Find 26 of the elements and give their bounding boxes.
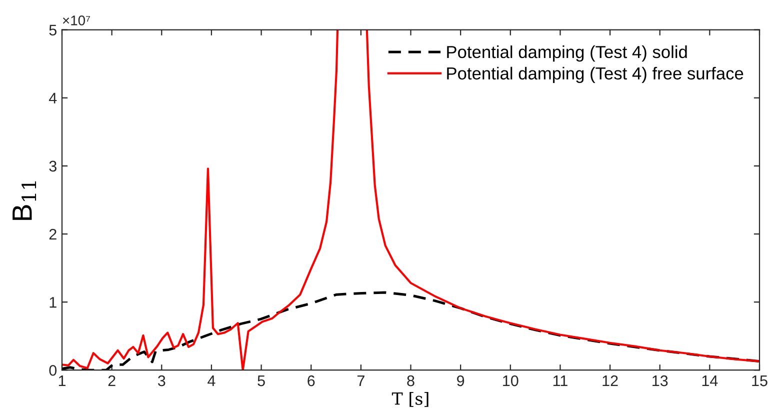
x-tick-label: 7 (357, 376, 364, 386)
x-tick-label: 5 (258, 376, 265, 386)
legend-label: Potential damping (Test 4) free surface (447, 66, 744, 84)
y-tick-label: 0 (49, 364, 57, 376)
x-tick-label: 12 (602, 375, 618, 386)
y-tick-label: 3 (49, 160, 56, 172)
x-tick-label: 9 (457, 375, 464, 386)
legend-label: Potential damping (Test 4) solid (447, 45, 687, 62)
x-tick-label: 3 (158, 375, 166, 386)
x-axis-title: T [s] (392, 392, 428, 407)
x-tick-label: 6 (308, 375, 315, 386)
x-tick-label: 11 (553, 376, 568, 386)
x-tick-label: 13 (652, 375, 668, 386)
x-tick-label: 10 (503, 375, 518, 386)
y-tick-label: 2 (49, 228, 56, 240)
y-tick-label: 1 (50, 297, 56, 308)
x-tick-label: 1 (58, 376, 66, 386)
x-tick-label: 15 (752, 376, 768, 386)
text: ×10⁷ (62, 16, 90, 26)
y-axis-title: B$_{11}$ (12, 181, 36, 220)
y-tick-label: 5 (49, 24, 56, 36)
x-tick-label: 2 (108, 375, 116, 386)
y-tick-label: 4 (48, 92, 57, 104)
x-tick-label: 4 (208, 376, 216, 386)
x-tick-label: 8 (407, 375, 414, 386)
x-tick-label: 14 (702, 376, 718, 386)
